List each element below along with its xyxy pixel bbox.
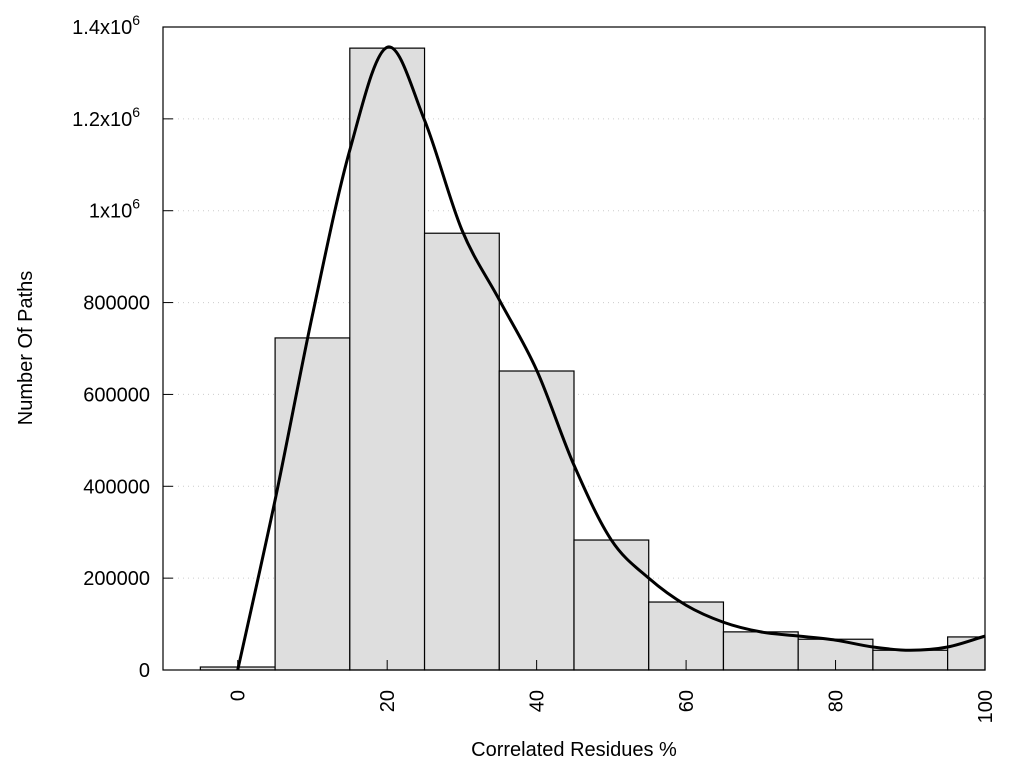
histogram-bar xyxy=(573,539,650,671)
x-tick-label: 80 xyxy=(826,690,848,712)
y-tick-label: 1x106 xyxy=(89,196,140,223)
x-tick-label: 40 xyxy=(527,690,549,712)
y-tick-label: 800000 xyxy=(83,293,150,315)
y-tick-label: 600000 xyxy=(83,384,150,406)
bars xyxy=(199,47,986,671)
y-tick-label: 1.4x106 xyxy=(72,12,140,39)
x-tick-label: 60 xyxy=(676,690,698,712)
y-tick-label: 1.2x106 xyxy=(72,104,140,131)
y-tick-exponent: 6 xyxy=(132,104,140,120)
x-axis-label: Correlated Residues % xyxy=(471,739,677,761)
x-tick-label: 0 xyxy=(228,690,250,701)
y-tick-label: 200000 xyxy=(83,568,150,590)
histogram-bar xyxy=(349,47,426,671)
histogram-bar xyxy=(423,232,500,671)
x-tick-label: 20 xyxy=(377,690,399,712)
histogram-bar xyxy=(274,337,351,671)
y-axis-ticks: 0 200000 400000 600000 800000 1x106 1.2x106 1.4… xyxy=(72,12,173,682)
histogram-bar xyxy=(872,649,949,671)
plot-frame xyxy=(162,26,986,671)
y-tick-label: 0 xyxy=(139,660,150,682)
histogram-bar xyxy=(648,601,725,671)
y-axis-label: Number Of Paths xyxy=(15,271,37,426)
histogram-bar xyxy=(722,631,799,671)
y-tick-exponent: 6 xyxy=(132,12,140,28)
y-tick-exponent: 6 xyxy=(132,196,140,212)
y-tick-label: 400000 xyxy=(83,476,150,498)
x-tick-label: 100 xyxy=(975,690,997,723)
x-axis-ticks: 0 20 40 60 80 100 xyxy=(228,660,997,723)
histogram-bar xyxy=(498,370,575,671)
smoothed-curve-line xyxy=(236,45,986,671)
